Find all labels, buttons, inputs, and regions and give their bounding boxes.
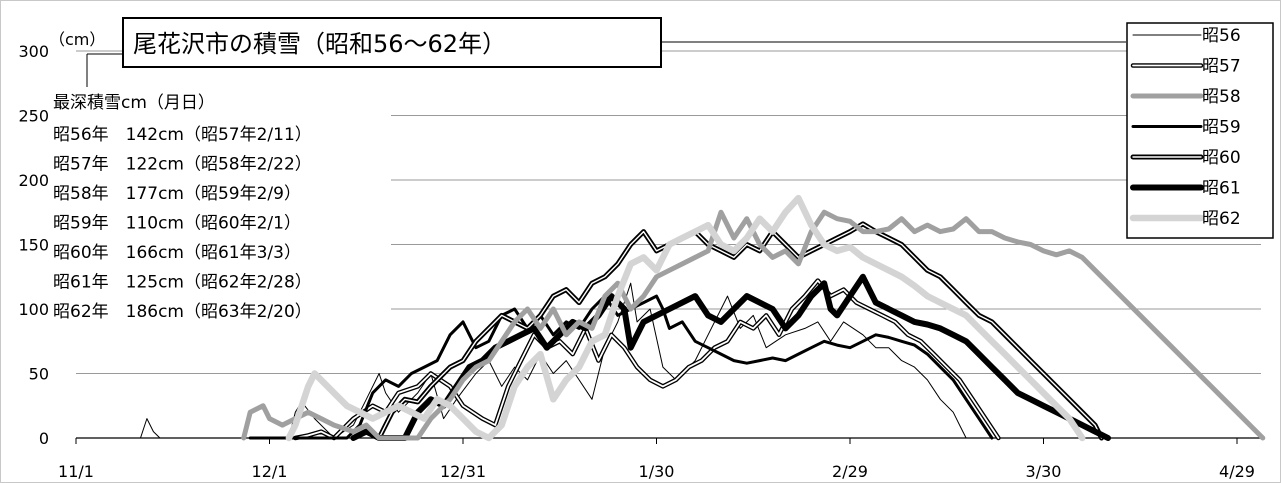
legend-label: 昭57 [1202,57,1241,77]
legend-frame [1126,22,1274,239]
legend-label: 昭56 [1202,26,1241,46]
x-tick-label: 2/29 [832,462,868,481]
series-line [376,221,1104,441]
series-line [140,282,967,439]
y-tick-label: 200 [18,171,49,190]
annotation-line: 昭58年 177cm（昭59年2/9） [53,184,301,204]
series-line [241,209,1266,441]
x-tick-label: 11/1 [58,462,94,481]
series-line [293,278,1001,441]
annotation-header: 最深積雪cm（月日） [53,93,215,113]
y-tick-label: 0 [39,429,49,448]
y-tick-label: 150 [18,236,49,255]
legend-label: 昭61 [1202,179,1241,199]
annotation-line: 昭56年 142cm（昭57年2/11） [53,125,312,145]
annotation-line: 昭60年 166cm（昭61年3/3） [53,243,301,263]
x-tick-label: 12/1 [252,462,288,481]
max-depth-annotation: 最深積雪cm（月日） 昭56年 142cm（昭57年2/11） 昭57年 122c… [51,87,391,333]
legend-label: 昭62 [1202,209,1241,229]
legend-label: 昭58 [1202,87,1241,107]
series-layer [140,194,1266,442]
series-line [248,294,994,440]
annotation-line: 昭61年 125cm（昭62年2/28） [53,273,312,293]
legend-label: 昭59 [1202,118,1241,138]
x-tick-label: 1/30 [639,462,675,481]
x-tick-label: 3/30 [1026,462,1062,481]
x-tick-label: 4/29 [1219,462,1255,481]
chart-title: 尾花沢市の積雪（昭和56〜62年） [133,30,506,58]
unit-label: （cm） [49,30,105,49]
series-line-inner [378,223,1103,439]
annotation-line: 昭62年 186cm（昭63年2/20） [53,302,312,322]
annotation-backdrop [51,87,391,333]
annotation-line: 昭59年 110cm（昭60年2/1） [53,214,301,234]
title-frame [122,17,662,68]
legend-label: 昭60 [1202,148,1241,168]
legend: 昭56 昭57 昭58 昭59 昭60 昭61 昭62 [1126,22,1274,239]
title-box: 尾花沢市の積雪（昭和56〜62年） （cm） [49,17,1126,89]
x-tick-label: 12/31 [440,462,486,481]
series-line-inner [294,279,1000,439]
y-tick-label: 100 [18,300,49,319]
series-line [285,194,1086,442]
y-tick-label: 50 [29,365,49,384]
y-tick-label: 300 [18,42,49,61]
annotation-line: 昭57年 122cm（昭58年2/22） [53,155,312,175]
y-tick-label: 250 [18,107,49,126]
